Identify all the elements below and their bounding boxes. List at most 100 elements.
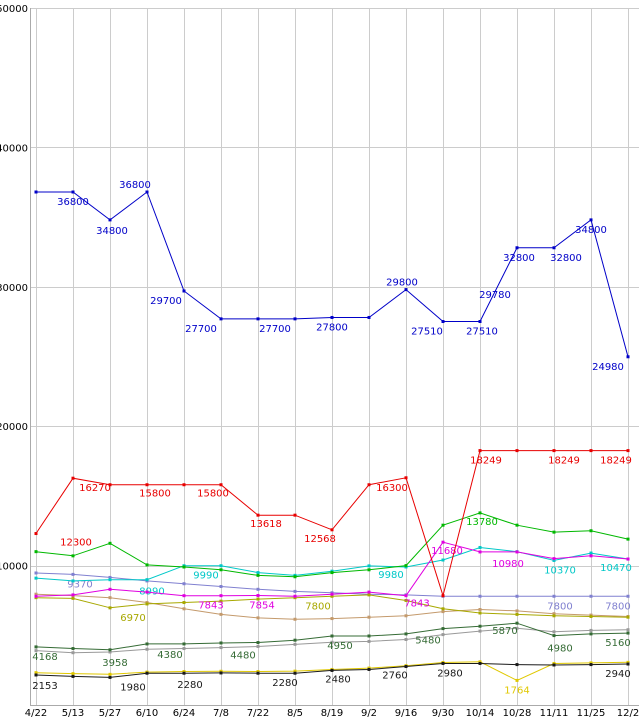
series-cyan-marker [145, 578, 149, 582]
x-tick-label: 9/2 [361, 708, 377, 719]
series-navy-value-label: 27700 [259, 324, 291, 335]
series-navy-value-label: 29700 [150, 296, 182, 307]
series-black-value-label: 2980 [437, 668, 462, 679]
series-navy-value-label: 29780 [479, 290, 511, 301]
series-green-line: 13780 [34, 511, 630, 579]
series-slateblue-marker [71, 572, 75, 576]
series-gray-marker [478, 629, 482, 633]
x-tick-label: 11/25 [577, 708, 606, 719]
series-darkgreen-line: 4168 3958 4380 4480 4950 5480 5870 4980 5160 [32, 621, 631, 669]
series-gray-marker [219, 646, 223, 650]
series-olive-marker [478, 611, 482, 615]
series-olive-marker [441, 607, 445, 611]
series-navy-value-label: 27510 [411, 327, 443, 338]
series-navy-value-label: 34800 [575, 225, 607, 236]
series-slateblue-marker [515, 594, 519, 598]
series-darkgreen-value-label: 4380 [157, 650, 182, 661]
series-cyan-marker [108, 578, 112, 582]
series-magenta-marker [589, 554, 593, 558]
x-tick-label: 5/13 [62, 708, 84, 719]
series-tan-marker [404, 614, 408, 618]
series-black-value-label: 2280 [272, 678, 297, 689]
series-navy-marker [71, 190, 75, 194]
series-tan-marker [219, 612, 223, 616]
series-navy-value-label: 32800 [550, 253, 582, 264]
series-darkgreen-marker [293, 638, 297, 642]
series-red-line: 12300 16270 15800 15800 13618 12568 16300 18249… [34, 449, 632, 598]
x-tick-label: 11/11 [540, 708, 569, 719]
series-navy-marker [589, 218, 593, 222]
series-olive-marker [145, 602, 149, 606]
series-magenta-marker [441, 540, 445, 544]
series-cyan-value-label: 9990 [193, 571, 218, 582]
series-magenta-value-label: 11680 [431, 546, 463, 557]
series-darkgreen-marker [256, 641, 260, 645]
series-green-marker [145, 563, 149, 567]
series-red-marker [441, 594, 445, 598]
series-olive-marker [71, 596, 75, 600]
y-tick-label: 10000 [0, 562, 28, 573]
series-darkgreen-marker [145, 642, 149, 646]
series-navy-marker [293, 317, 297, 321]
series-tan-marker [478, 608, 482, 612]
series-gold-marker [256, 670, 260, 674]
series-navy-marker [478, 320, 482, 324]
series-green-marker [626, 537, 630, 541]
series-black-value-label: 2280 [177, 680, 202, 691]
series-olive-marker [330, 594, 334, 598]
series-slateblue-value-label: 9370 [67, 579, 92, 590]
series-slateblue-value-label: 7800 [547, 601, 572, 612]
series-green-marker [441, 523, 445, 527]
series-gray-marker [367, 639, 371, 643]
x-tick-label: 9/30 [432, 708, 454, 719]
series-black-marker [182, 671, 186, 675]
x-tick-label: 10/14 [466, 708, 495, 719]
series-red-marker [219, 483, 223, 487]
series-olive-marker [367, 593, 371, 597]
series-tan-marker [108, 596, 112, 600]
series-tan-marker [256, 616, 260, 620]
y-tick-label: 20000 [0, 422, 28, 433]
series-tan-marker [367, 615, 371, 619]
series-navy-value-label: 29800 [386, 278, 418, 289]
x-axis-labels: 4/22 5/13 5/27 6/10 6/24 7/8 7/22 8/5 8/19 9/2 9/1… [25, 708, 639, 719]
series-gray-marker [293, 642, 297, 646]
series-olive-marker [626, 615, 630, 619]
series-green-marker [219, 568, 223, 572]
series-gray-marker [71, 651, 75, 655]
series-gold-marker [71, 672, 75, 676]
series-black-marker [145, 671, 149, 675]
series-navy-line: 36800 34800 36800 29700 27700 27700 27800 29800… [34, 180, 630, 373]
series-slateblue-marker [552, 594, 556, 598]
series-magenta-value-label: 7843 [198, 601, 223, 612]
series-navy-marker [626, 355, 630, 359]
series-red-marker [108, 483, 112, 487]
series-slateblue-marker [219, 585, 223, 589]
series-magenta-marker [293, 594, 297, 598]
series-magenta-marker [404, 594, 408, 598]
series-cyan-marker [552, 558, 556, 562]
x-tick-label: 8/5 [287, 708, 303, 719]
series-black-marker [256, 671, 260, 675]
series-cyan-marker [589, 551, 593, 555]
series-navy-value-label: 27700 [185, 324, 217, 335]
series-darkgreen-value-label: 5480 [415, 636, 440, 647]
series-cyan-marker [441, 558, 445, 562]
series-darkgreen-value-label: 4168 [32, 652, 57, 663]
x-tick-label: 7/22 [247, 708, 269, 719]
series-gold-marker [219, 669, 223, 673]
series-red-marker [330, 528, 334, 532]
series-red-value-label: 13618 [250, 519, 282, 530]
series-green-marker [256, 573, 260, 577]
series-magenta-marker [34, 594, 38, 598]
series-red-marker [626, 449, 630, 453]
series-tan-marker [34, 592, 38, 596]
x-tick-label: 6/24 [173, 708, 195, 719]
series-navy-value-label: 34800 [96, 226, 128, 237]
y-tick-label: 50000 [0, 4, 28, 15]
series-green-marker [552, 530, 556, 534]
series-gold-value-label: 1764 [504, 685, 529, 696]
series-tan-marker [552, 612, 556, 616]
series-olive-value-label: 6970 [120, 613, 145, 624]
